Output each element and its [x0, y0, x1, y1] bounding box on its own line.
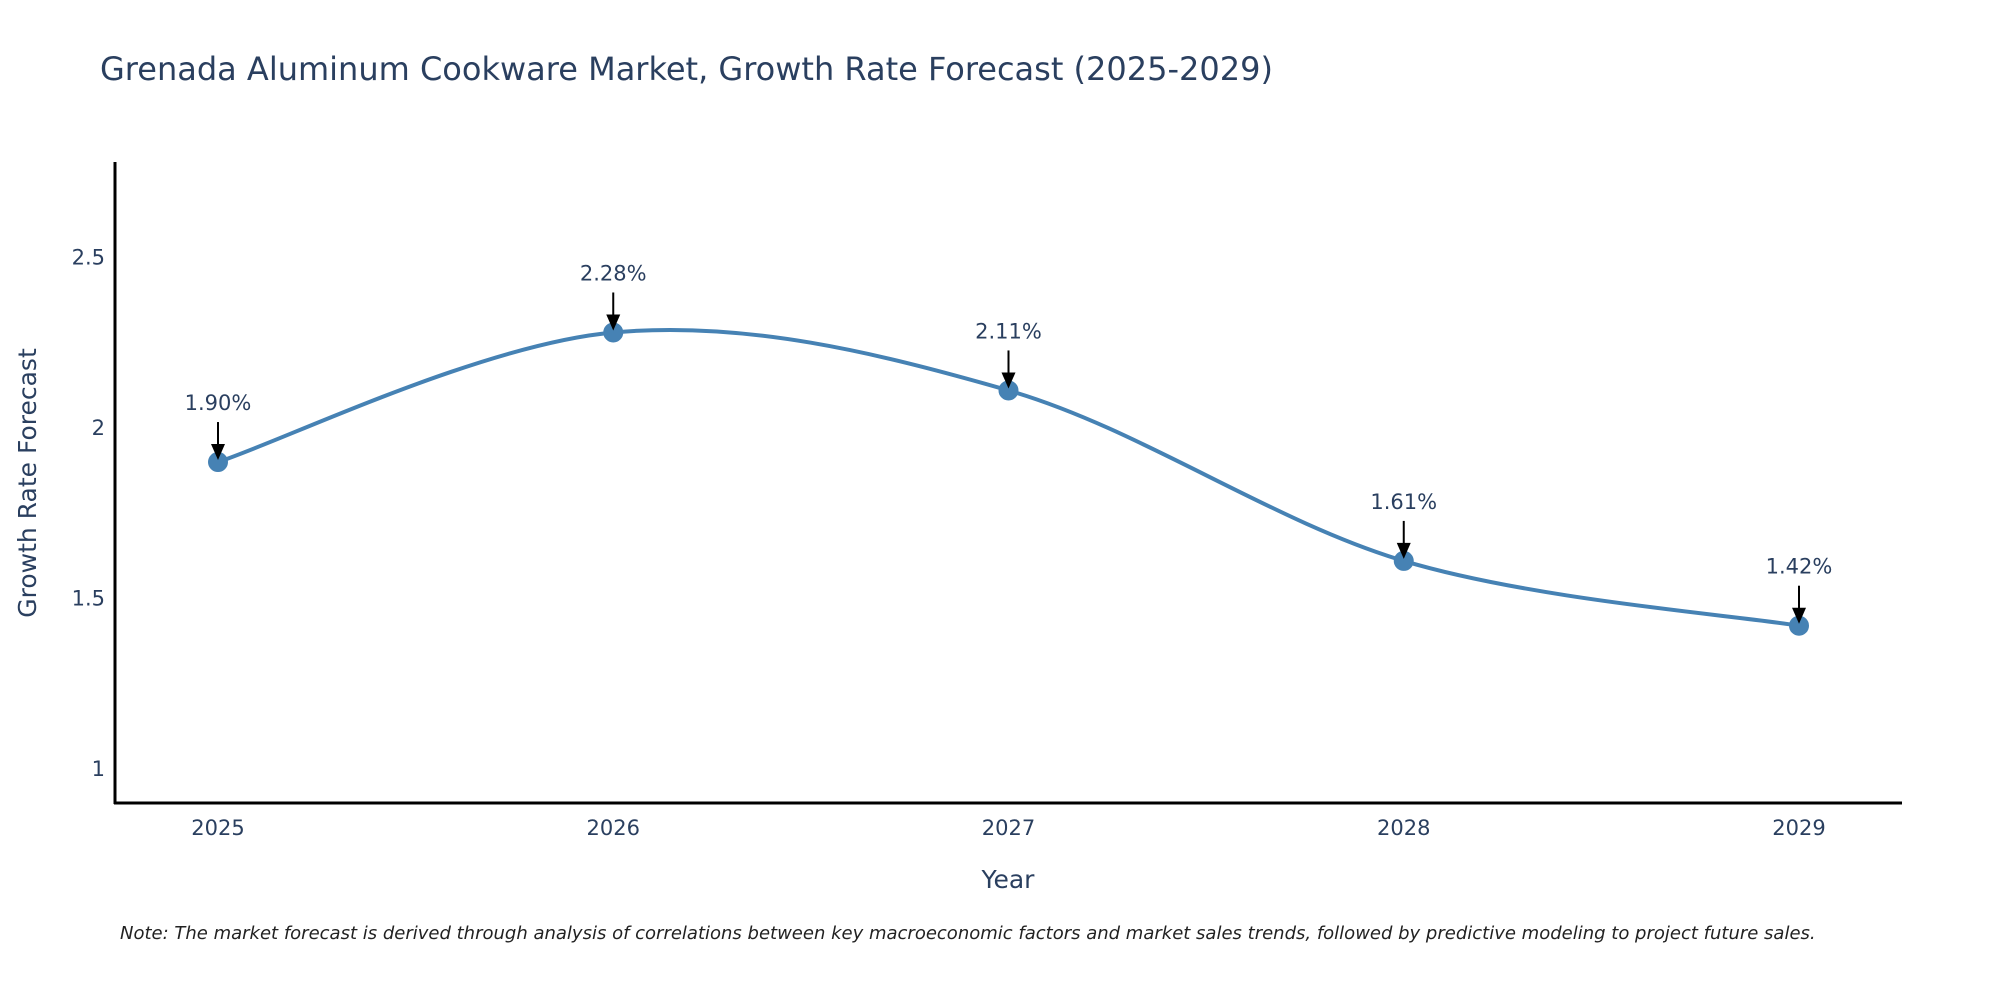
- x-ticks: 2025 2026 2027 2028 2029: [191, 816, 1825, 840]
- y-tick-label: 2.5: [72, 245, 105, 269]
- annotation-arrow-head: [1001, 372, 1016, 389]
- data-label: 1.42%: [1766, 555, 1833, 579]
- x-tick-label: 2026: [587, 816, 640, 840]
- annotation-arrow-head: [211, 444, 225, 461]
- x-tick-label: 2028: [1377, 816, 1430, 840]
- x-tick-label: 2027: [982, 816, 1035, 840]
- chart-title: Grenada Aluminum Cookware Market, Growth…: [100, 50, 1273, 88]
- data-label: 2.28%: [580, 261, 647, 285]
- data-label: 2.11%: [975, 319, 1042, 343]
- annotation-arrow-head: [1396, 542, 1411, 559]
- annotation-arrow-head: [606, 314, 621, 331]
- chart-note: Note: The market forecast is derived thr…: [120, 923, 1816, 944]
- x-axis-title: Year: [981, 865, 1036, 894]
- annotations: 1.90% 2.28% 2.11% 1.61% 1.42%: [185, 261, 1833, 624]
- x-tick-label: 2029: [1772, 816, 1825, 840]
- x-tick-label: 2025: [191, 816, 244, 840]
- y-ticks: 1 1.5 2 2.5: [72, 245, 105, 780]
- y-tick-label: 2: [92, 416, 105, 440]
- annotation-arrow-head: [1792, 607, 1806, 624]
- y-axis-title: Growth Rate Forecast: [13, 348, 42, 618]
- y-tick-label: 1: [92, 757, 105, 781]
- data-label: 1.61%: [1370, 490, 1437, 514]
- axes: [113, 162, 1902, 805]
- data-label: 1.90%: [185, 391, 252, 415]
- y-tick-label: 1.5: [72, 586, 105, 610]
